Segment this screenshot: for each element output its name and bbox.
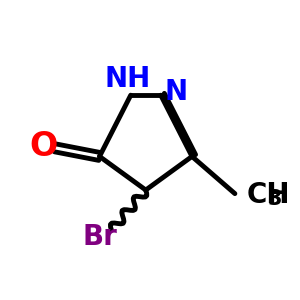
Text: CH: CH bbox=[246, 181, 290, 209]
Text: N: N bbox=[165, 78, 188, 106]
Text: Br: Br bbox=[82, 223, 117, 251]
Text: O: O bbox=[30, 130, 58, 163]
Text: 3: 3 bbox=[268, 189, 282, 209]
Text: NH: NH bbox=[105, 65, 151, 94]
